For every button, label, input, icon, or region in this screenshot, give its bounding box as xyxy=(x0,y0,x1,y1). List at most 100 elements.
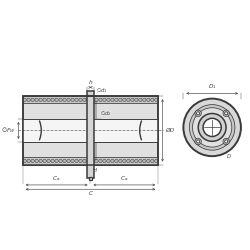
Circle shape xyxy=(196,140,200,143)
Bar xyxy=(23,157,158,164)
Circle shape xyxy=(119,98,122,102)
Circle shape xyxy=(91,159,94,163)
Circle shape xyxy=(87,98,90,102)
Text: $C_a$: $C_a$ xyxy=(120,174,128,183)
Circle shape xyxy=(83,159,86,163)
Circle shape xyxy=(147,98,150,102)
Circle shape xyxy=(139,98,142,102)
Text: H: H xyxy=(92,168,96,173)
Circle shape xyxy=(83,98,86,102)
Circle shape xyxy=(23,98,26,102)
Text: $\emptyset d_1$: $\emptyset d_1$ xyxy=(96,86,108,95)
Circle shape xyxy=(115,159,118,163)
Circle shape xyxy=(91,98,94,102)
Circle shape xyxy=(39,98,42,102)
Circle shape xyxy=(198,114,226,141)
Circle shape xyxy=(154,159,158,163)
Circle shape xyxy=(79,159,82,163)
Bar xyxy=(87,91,94,96)
Circle shape xyxy=(107,98,110,102)
Circle shape xyxy=(31,98,34,102)
Circle shape xyxy=(87,159,90,163)
Circle shape xyxy=(189,104,235,150)
Circle shape xyxy=(127,98,130,102)
Circle shape xyxy=(115,98,118,102)
Circle shape xyxy=(150,159,154,163)
Circle shape xyxy=(147,159,150,163)
Circle shape xyxy=(196,112,200,115)
Circle shape xyxy=(135,98,138,102)
Circle shape xyxy=(51,98,54,102)
Circle shape xyxy=(223,138,230,145)
Circle shape xyxy=(123,159,126,163)
Circle shape xyxy=(31,159,34,163)
Circle shape xyxy=(103,98,106,102)
Circle shape xyxy=(43,159,46,163)
Circle shape xyxy=(79,98,82,102)
Circle shape xyxy=(55,159,58,163)
Circle shape xyxy=(95,159,98,163)
Circle shape xyxy=(71,98,74,102)
Circle shape xyxy=(99,98,102,102)
Circle shape xyxy=(225,112,228,115)
Circle shape xyxy=(51,159,54,163)
Circle shape xyxy=(27,98,30,102)
Bar xyxy=(89,177,92,180)
Text: $D_1$: $D_1$ xyxy=(208,82,216,91)
Text: h: h xyxy=(88,80,92,85)
Circle shape xyxy=(225,140,228,143)
Circle shape xyxy=(59,98,62,102)
Text: $\emptyset d_2$: $\emptyset d_2$ xyxy=(100,109,112,118)
Circle shape xyxy=(127,159,130,163)
Circle shape xyxy=(195,110,201,116)
Circle shape xyxy=(154,98,158,102)
Circle shape xyxy=(47,159,50,163)
Circle shape xyxy=(111,98,114,102)
Circle shape xyxy=(223,110,230,116)
Circle shape xyxy=(111,159,114,163)
Text: $C_a$: $C_a$ xyxy=(52,174,61,183)
Circle shape xyxy=(119,159,122,163)
Circle shape xyxy=(47,98,50,102)
Circle shape xyxy=(63,159,66,163)
Circle shape xyxy=(131,159,134,163)
Circle shape xyxy=(23,159,26,163)
Circle shape xyxy=(43,98,46,102)
Circle shape xyxy=(59,159,62,163)
Circle shape xyxy=(35,159,38,163)
Text: $\emptyset F_W$: $\emptyset F_W$ xyxy=(1,126,16,135)
Circle shape xyxy=(95,98,98,102)
Circle shape xyxy=(39,159,42,163)
Bar xyxy=(23,96,158,164)
Circle shape xyxy=(75,98,78,102)
Circle shape xyxy=(99,159,102,163)
Circle shape xyxy=(67,159,70,163)
Circle shape xyxy=(123,98,126,102)
Circle shape xyxy=(184,99,241,156)
Circle shape xyxy=(75,159,78,163)
Circle shape xyxy=(150,98,154,102)
Text: $D$: $D$ xyxy=(226,152,232,160)
Circle shape xyxy=(27,159,30,163)
Circle shape xyxy=(139,159,142,163)
Circle shape xyxy=(55,98,58,102)
Circle shape xyxy=(71,159,74,163)
Bar xyxy=(23,119,158,142)
Circle shape xyxy=(195,138,201,145)
Text: C: C xyxy=(88,191,92,196)
Circle shape xyxy=(143,98,146,102)
Circle shape xyxy=(63,98,66,102)
Circle shape xyxy=(67,98,70,102)
Bar xyxy=(23,96,158,104)
Circle shape xyxy=(143,159,146,163)
Text: ØD: ØD xyxy=(166,128,174,133)
Bar xyxy=(23,96,158,164)
Circle shape xyxy=(103,159,106,163)
Circle shape xyxy=(203,118,221,137)
Circle shape xyxy=(192,108,232,147)
Circle shape xyxy=(135,159,138,163)
Bar xyxy=(87,96,94,178)
Circle shape xyxy=(35,98,38,102)
Circle shape xyxy=(131,98,134,102)
Circle shape xyxy=(107,159,110,163)
